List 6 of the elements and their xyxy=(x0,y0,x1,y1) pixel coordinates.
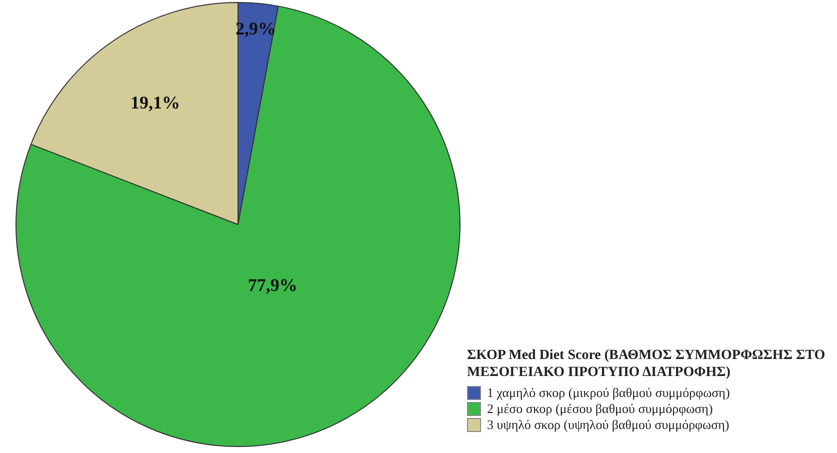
data-label: 77,9% xyxy=(248,275,298,296)
legend-label: 2 μέσο σκορ (μέσου βαθμού συμμόρφωση) xyxy=(487,401,713,417)
legend-title: ΣΚΟΡ Med Diet Score (ΒΑΘΜΟΣ ΣΥΜΜΟΡΦΩΣΗΣ ΣΤΟ ΜΕΣΟΓΕΙΑΚΟ ΠΡΟΤΥΠΟ ΔΙΑΤΡΟΦΗΣ) xyxy=(467,347,826,381)
data-label: 19,1% xyxy=(130,92,180,112)
legend-label: 3 υψηλό σκορ (υψηλού βαθμού συμμόρφωση) xyxy=(487,417,730,433)
legend-label: 1 χαμηλό σκορ (μικρού βαθμού συμμόρφωση) xyxy=(487,385,730,401)
